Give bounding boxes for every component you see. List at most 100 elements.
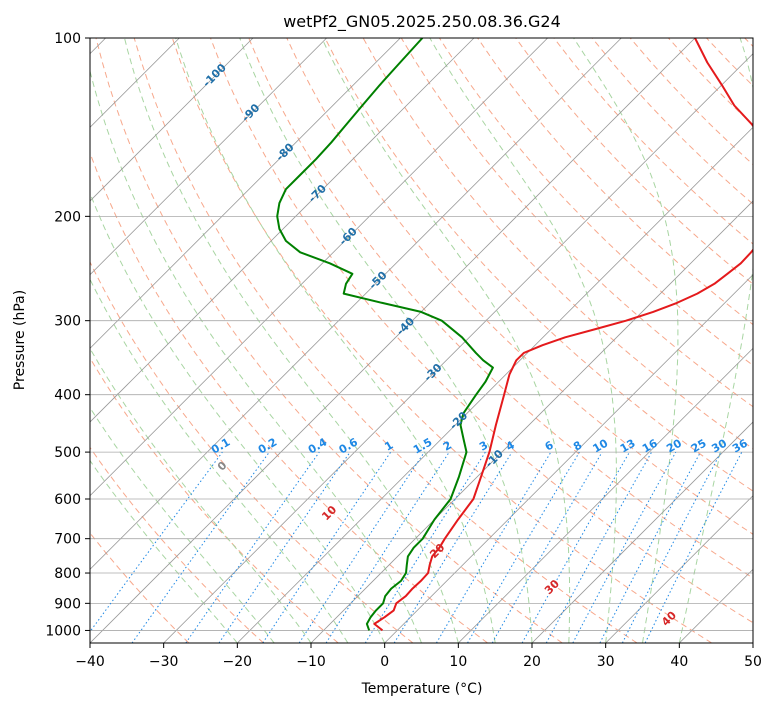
y-tick-label: 700 (54, 532, 81, 548)
mixing-ratio-label: 25 (689, 437, 709, 456)
y-tick-label: 800 (54, 566, 81, 582)
moist-adiabat-line (321, 38, 571, 643)
x-tick-label: −10 (296, 654, 326, 670)
dry-adiabat-line (553, 38, 753, 245)
x-tick-label: 50 (744, 654, 762, 670)
mixing-ratio-line (364, 451, 486, 643)
x-tick-label: 30 (597, 654, 615, 670)
mixing-ratio-line (325, 451, 450, 643)
dry-adiabat-label: 0 (215, 459, 230, 474)
x-tick-label: 10 (449, 654, 467, 670)
y-tick-label: 400 (54, 388, 81, 404)
mixing-ratio-line (599, 451, 701, 643)
isotherm-line (310, 200, 753, 643)
moist-adiabat-line (678, 38, 753, 643)
isotherm-label: -100 (200, 61, 229, 90)
isotherm-line (90, 38, 548, 497)
moist-adiabat-line (175, 38, 496, 643)
mixing-ratio-label: 2 (441, 439, 454, 454)
mixing-ratio-label: 0.1 (209, 436, 232, 457)
dry-adiabat-label: 30 (542, 577, 562, 597)
mixing-ratio-label: 0.6 (337, 435, 361, 456)
moist-adiabat-line (90, 406, 275, 643)
temperature-profile-line (373, 38, 753, 632)
plot-area (90, 38, 753, 643)
mixing-ratio-line (467, 451, 580, 643)
mixing-ratio-line (435, 451, 552, 643)
mixing-ratio-line (90, 451, 223, 633)
dry-adiabat-label: 10 (319, 503, 339, 523)
dry-adiabat-line (90, 532, 190, 643)
x-tick-label: 20 (523, 654, 541, 670)
dry-adiabat-line (133, 38, 638, 643)
x-tick-label: −40 (75, 654, 105, 670)
isotherm-label: -60 (337, 225, 360, 248)
dry-adiabat-label: 40 (659, 609, 679, 629)
dry-adiabat-line (744, 38, 753, 48)
mixing-ratio-label: 36 (730, 436, 750, 455)
mixing-ratio-label: 10 (591, 436, 611, 455)
dry-adiabat-line (210, 38, 753, 624)
mixing-ratio-line (218, 451, 351, 643)
isotherm-line (90, 38, 401, 349)
moist-adiabat-line (239, 38, 533, 643)
mixing-ratio-label: 1 (382, 439, 395, 454)
axes: −40 −30 −20 −10 0 10 20 30 40 5010009008007006005… (45, 31, 762, 670)
y-tick-label: 900 (54, 596, 81, 612)
isotherm-line (605, 495, 753, 643)
mixing-ratio-line (185, 451, 320, 643)
mixing-ratio-line (572, 451, 677, 643)
isotherm-line (90, 38, 327, 276)
y-axis-label: Pressure (hPa) (12, 290, 28, 390)
isotherm-label: -50 (366, 269, 389, 292)
isotherm-line (679, 568, 753, 643)
isotherm-line (458, 347, 753, 643)
y-tick-label: 300 (54, 314, 81, 330)
dry-adiabat-line (248, 38, 753, 579)
y-tick-label: 600 (54, 492, 81, 508)
moist-adiabat-line (573, 38, 679, 643)
isotherm-line (90, 38, 696, 643)
x-axis-label: Temperature (°C) (361, 681, 483, 697)
isotherm-line (90, 38, 475, 423)
isotherm-label: -70 (306, 182, 329, 205)
dry-adiabat-label: 20 (427, 541, 447, 561)
dry-adiabat-line (286, 38, 753, 535)
mixing-ratio-line (644, 451, 743, 643)
dry-adiabat-line (591, 38, 753, 205)
dry-adiabat-line (324, 38, 753, 492)
moist-adiabat-line (90, 69, 422, 643)
dry-adiabat-line (90, 357, 339, 643)
mixing-ratio-label: 1.5 (411, 436, 434, 457)
isotherm-line (752, 642, 753, 643)
mixing-ratio-line (131, 451, 270, 643)
y-tick-label: 1000 (45, 623, 81, 639)
mixing-ratio-line (393, 451, 513, 643)
moist-adiabat-line (90, 459, 238, 643)
dewpoint-profile-line (276, 38, 494, 631)
isotherm-label: -40 (394, 315, 417, 338)
mixing-ratio-line (545, 451, 653, 643)
plot-frame (89, 37, 754, 644)
isotherm-line (90, 38, 622, 570)
chart-title: wetPf2_GN05.2025.250.08.36.G24 (283, 12, 561, 32)
isotherm-line (531, 421, 753, 643)
mixing-ratio-label: 16 (640, 436, 660, 455)
dry-adiabat-line (706, 38, 753, 87)
mixing-ratio-label: 20 (664, 436, 684, 455)
x-tick-label: 0 (380, 654, 389, 670)
mixing-ratio-label: 30 (709, 436, 729, 455)
dry-adiabat-line (90, 151, 488, 643)
dry-adiabat-line (668, 38, 753, 126)
y-tick-label: 500 (54, 445, 81, 461)
isotherm-label: -80 (273, 140, 296, 163)
x-tick-label: −20 (223, 654, 253, 670)
moist-adiabat-line (90, 347, 312, 643)
moist-adiabat-line (124, 38, 459, 643)
y-tick-label: 200 (54, 209, 81, 225)
x-tick-label: −30 (149, 654, 179, 670)
isotherm-line (90, 38, 254, 202)
y-tick-label: 100 (54, 31, 81, 47)
moist-adiabat-line (429, 38, 617, 643)
